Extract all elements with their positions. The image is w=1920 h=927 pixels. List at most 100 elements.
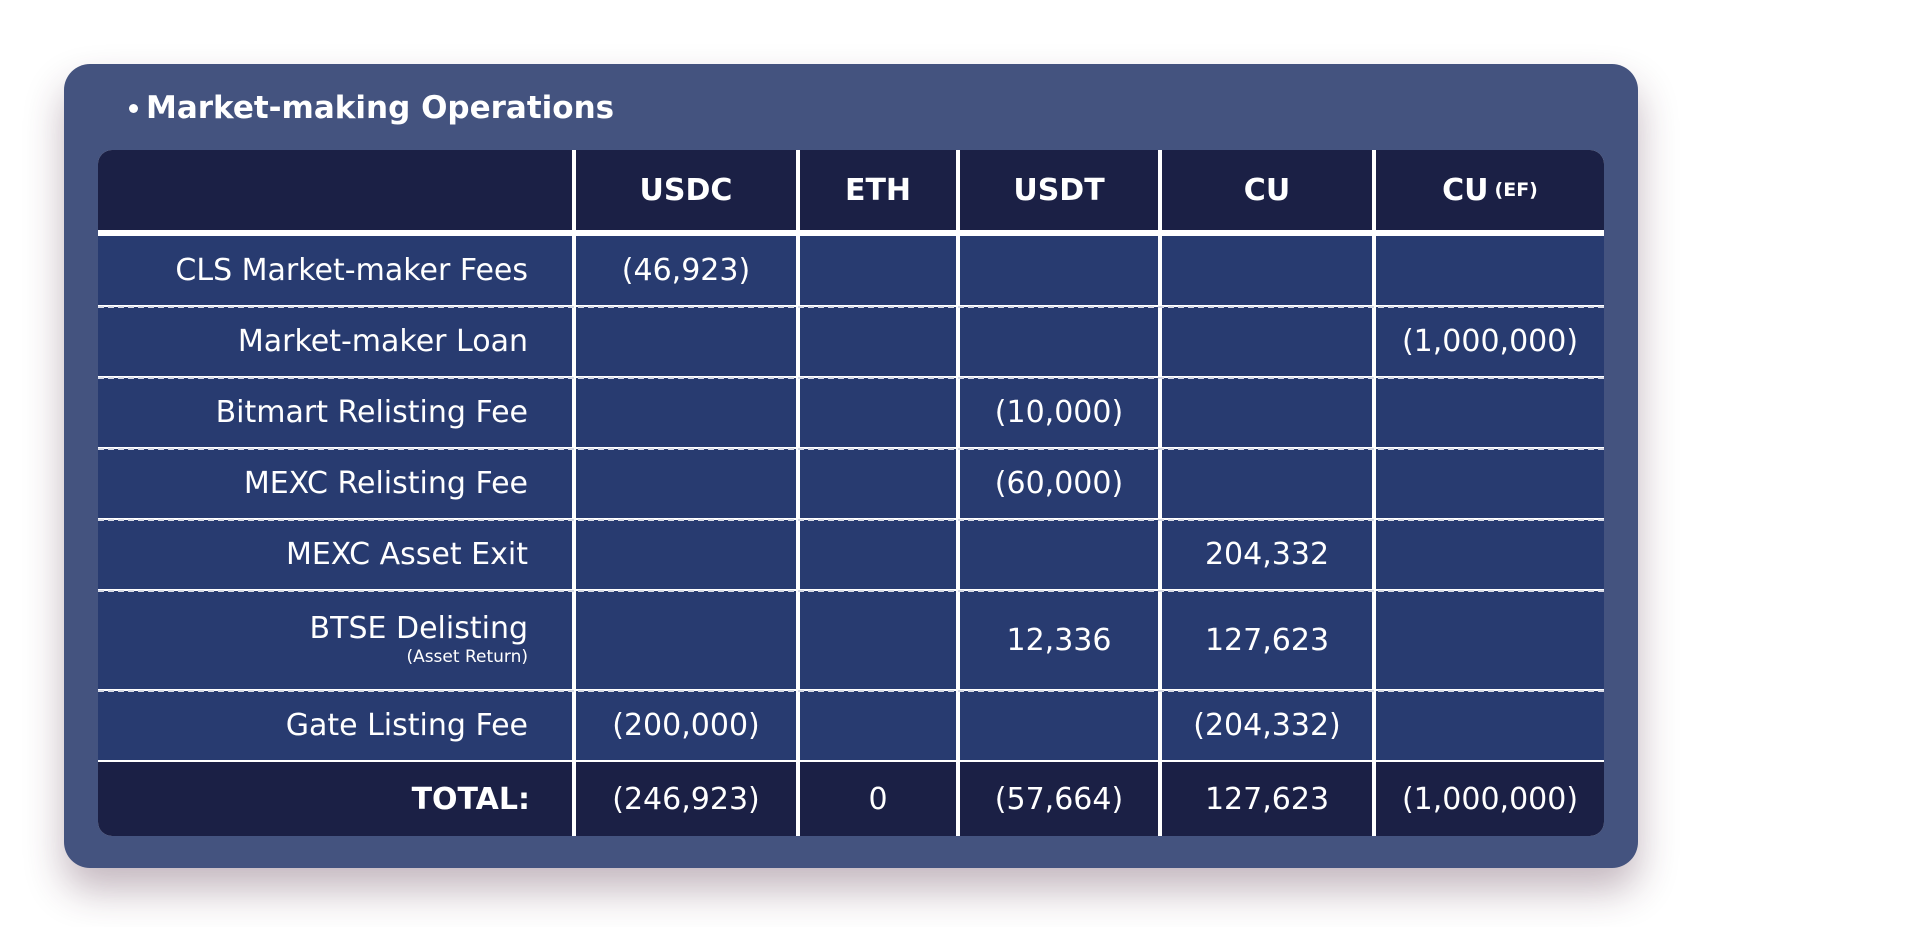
cell-cu bbox=[1162, 236, 1372, 305]
cell-value: (60,000) bbox=[994, 466, 1124, 501]
cell-usdt bbox=[960, 236, 1158, 305]
total-value: 0 bbox=[868, 781, 888, 817]
row-label-cell: Gate Listing Fee bbox=[98, 691, 572, 760]
cell-cu-ef: (1,000,000) bbox=[1376, 307, 1604, 376]
column-header-usdc: USDC bbox=[576, 150, 796, 230]
cell-usdt: (10,000) bbox=[960, 378, 1158, 447]
cell-eth bbox=[800, 449, 956, 518]
row-label-stack: Market-maker Loan bbox=[238, 326, 528, 358]
row-divider bbox=[98, 690, 1604, 692]
total-cell-usdc: (246,923) bbox=[576, 762, 796, 836]
cell-usdt: (60,000) bbox=[960, 449, 1158, 518]
row-label-cell: CLS Market-maker Fees bbox=[98, 236, 572, 305]
cell-eth bbox=[800, 236, 956, 305]
row-divider bbox=[98, 306, 1604, 308]
cell-usdc bbox=[576, 591, 796, 689]
cell-eth bbox=[800, 520, 956, 589]
total-value: 127,623 bbox=[1204, 781, 1330, 817]
cell-eth bbox=[800, 691, 956, 760]
cell-usdc bbox=[576, 520, 796, 589]
cell-eth bbox=[800, 378, 956, 447]
row-label-stack: Gate Listing Fee bbox=[286, 710, 528, 742]
cell-usdt bbox=[960, 691, 1158, 760]
cell-usdc: (200,000) bbox=[576, 691, 796, 760]
row-label-stack: MEXC Relisting Fee bbox=[244, 468, 528, 500]
column-header-label: USDT bbox=[1013, 172, 1105, 208]
row-label: BTSE Delisting bbox=[309, 611, 528, 647]
row-label-cell: MEXC Asset Exit bbox=[98, 520, 572, 589]
card-title-text: Market-making Operations bbox=[146, 90, 615, 126]
row-label: MEXC Relisting Fee bbox=[243, 465, 528, 501]
cell-cu: (204,332) bbox=[1162, 691, 1372, 760]
total-label-cell: TOTAL: bbox=[98, 762, 572, 836]
row-sublabel: (Asset Return) bbox=[406, 646, 528, 667]
cell-eth bbox=[800, 307, 956, 376]
column-header-label: CU bbox=[1243, 172, 1291, 208]
column-header-eth: ETH bbox=[800, 150, 956, 230]
cell-value: (10,000) bbox=[994, 395, 1124, 430]
column-header-usdt: USDT bbox=[960, 150, 1158, 230]
total-value: (246,923) bbox=[612, 781, 760, 817]
cell-value: (46,923) bbox=[621, 253, 751, 288]
row-label-stack: BTSE Delisting (Asset Return) bbox=[310, 613, 528, 666]
row-label: Bitmart Relisting Fee bbox=[215, 394, 528, 430]
cell-cu bbox=[1162, 378, 1372, 447]
row-label: Market-maker Loan bbox=[237, 323, 528, 359]
row-label-stack: CLS Market-maker Fees bbox=[175, 255, 528, 287]
row-divider bbox=[98, 448, 1604, 450]
cell-usdt: 12,336 bbox=[960, 591, 1158, 689]
cell-usdc bbox=[576, 378, 796, 447]
row-label-cell: Market-maker Loan bbox=[98, 307, 572, 376]
total-cell-cu-ef: (1,000,000) bbox=[1376, 762, 1604, 836]
cell-usdc bbox=[576, 307, 796, 376]
total-cell-usdt: (57,664) bbox=[960, 762, 1158, 836]
market-making-operations-card: Market-making Operations USDC ETH USDT C… bbox=[64, 64, 1638, 868]
operations-table: USDC ETH USDT CU CU (EF) CLS Market-maker… bbox=[98, 150, 1604, 836]
cell-value: 12,336 bbox=[1006, 622, 1112, 658]
row-divider bbox=[98, 377, 1604, 379]
total-label: TOTAL: bbox=[411, 781, 530, 817]
row-label: CLS Market-maker Fees bbox=[175, 252, 528, 288]
column-header-cu-ef: CU (EF) bbox=[1376, 150, 1604, 230]
cell-cu-ef bbox=[1376, 520, 1604, 589]
cell-value: (204,332) bbox=[1193, 708, 1341, 743]
bullet-icon bbox=[129, 103, 138, 113]
cell-cu-ef bbox=[1376, 378, 1604, 447]
cell-cu bbox=[1162, 449, 1372, 518]
column-header-cu: CU bbox=[1162, 150, 1372, 230]
row-label: MEXC Asset Exit bbox=[285, 536, 528, 572]
total-cell-cu: 127,623 bbox=[1162, 762, 1372, 836]
total-value: (1,000,000) bbox=[1401, 781, 1579, 817]
cell-cu: 204,332 bbox=[1162, 520, 1372, 589]
cell-usdc: (46,923) bbox=[576, 236, 796, 305]
total-cell-eth: 0 bbox=[800, 762, 956, 836]
column-header-label: CU bbox=[1442, 172, 1489, 208]
cell-cu: 127,623 bbox=[1162, 591, 1372, 689]
cell-value: (200,000) bbox=[612, 708, 760, 743]
cell-cu-ef bbox=[1376, 449, 1604, 518]
row-divider bbox=[98, 519, 1604, 521]
row-label-stack: MEXC Asset Exit bbox=[286, 539, 528, 571]
row-label-cell: MEXC Relisting Fee bbox=[98, 449, 572, 518]
card-title: Market-making Operations bbox=[129, 90, 614, 126]
column-header-label: USDC bbox=[639, 172, 733, 208]
cell-cu-ef bbox=[1376, 591, 1604, 689]
cell-usdt bbox=[960, 520, 1158, 589]
cell-value: 127,623 bbox=[1204, 622, 1330, 658]
cell-cu-ef bbox=[1376, 691, 1604, 760]
total-value: (57,664) bbox=[994, 781, 1124, 817]
cell-eth bbox=[800, 591, 956, 689]
row-divider bbox=[98, 590, 1604, 592]
cell-cu bbox=[1162, 307, 1372, 376]
row-label: Gate Listing Fee bbox=[285, 707, 528, 743]
column-header-label: ETH bbox=[844, 172, 912, 208]
cell-usdt bbox=[960, 307, 1158, 376]
cell-cu-ef bbox=[1376, 236, 1604, 305]
row-label-stack: Bitmart Relisting Fee bbox=[216, 397, 528, 429]
row-label-cell: Bitmart Relisting Fee bbox=[98, 378, 572, 447]
column-header-sublabel: (EF) bbox=[1494, 179, 1538, 201]
cell-value: (1,000,000) bbox=[1401, 324, 1579, 359]
cell-value: 204,332 bbox=[1204, 537, 1330, 572]
header-corner-cell bbox=[98, 150, 572, 230]
row-label-cell: BTSE Delisting (Asset Return) bbox=[98, 591, 572, 689]
